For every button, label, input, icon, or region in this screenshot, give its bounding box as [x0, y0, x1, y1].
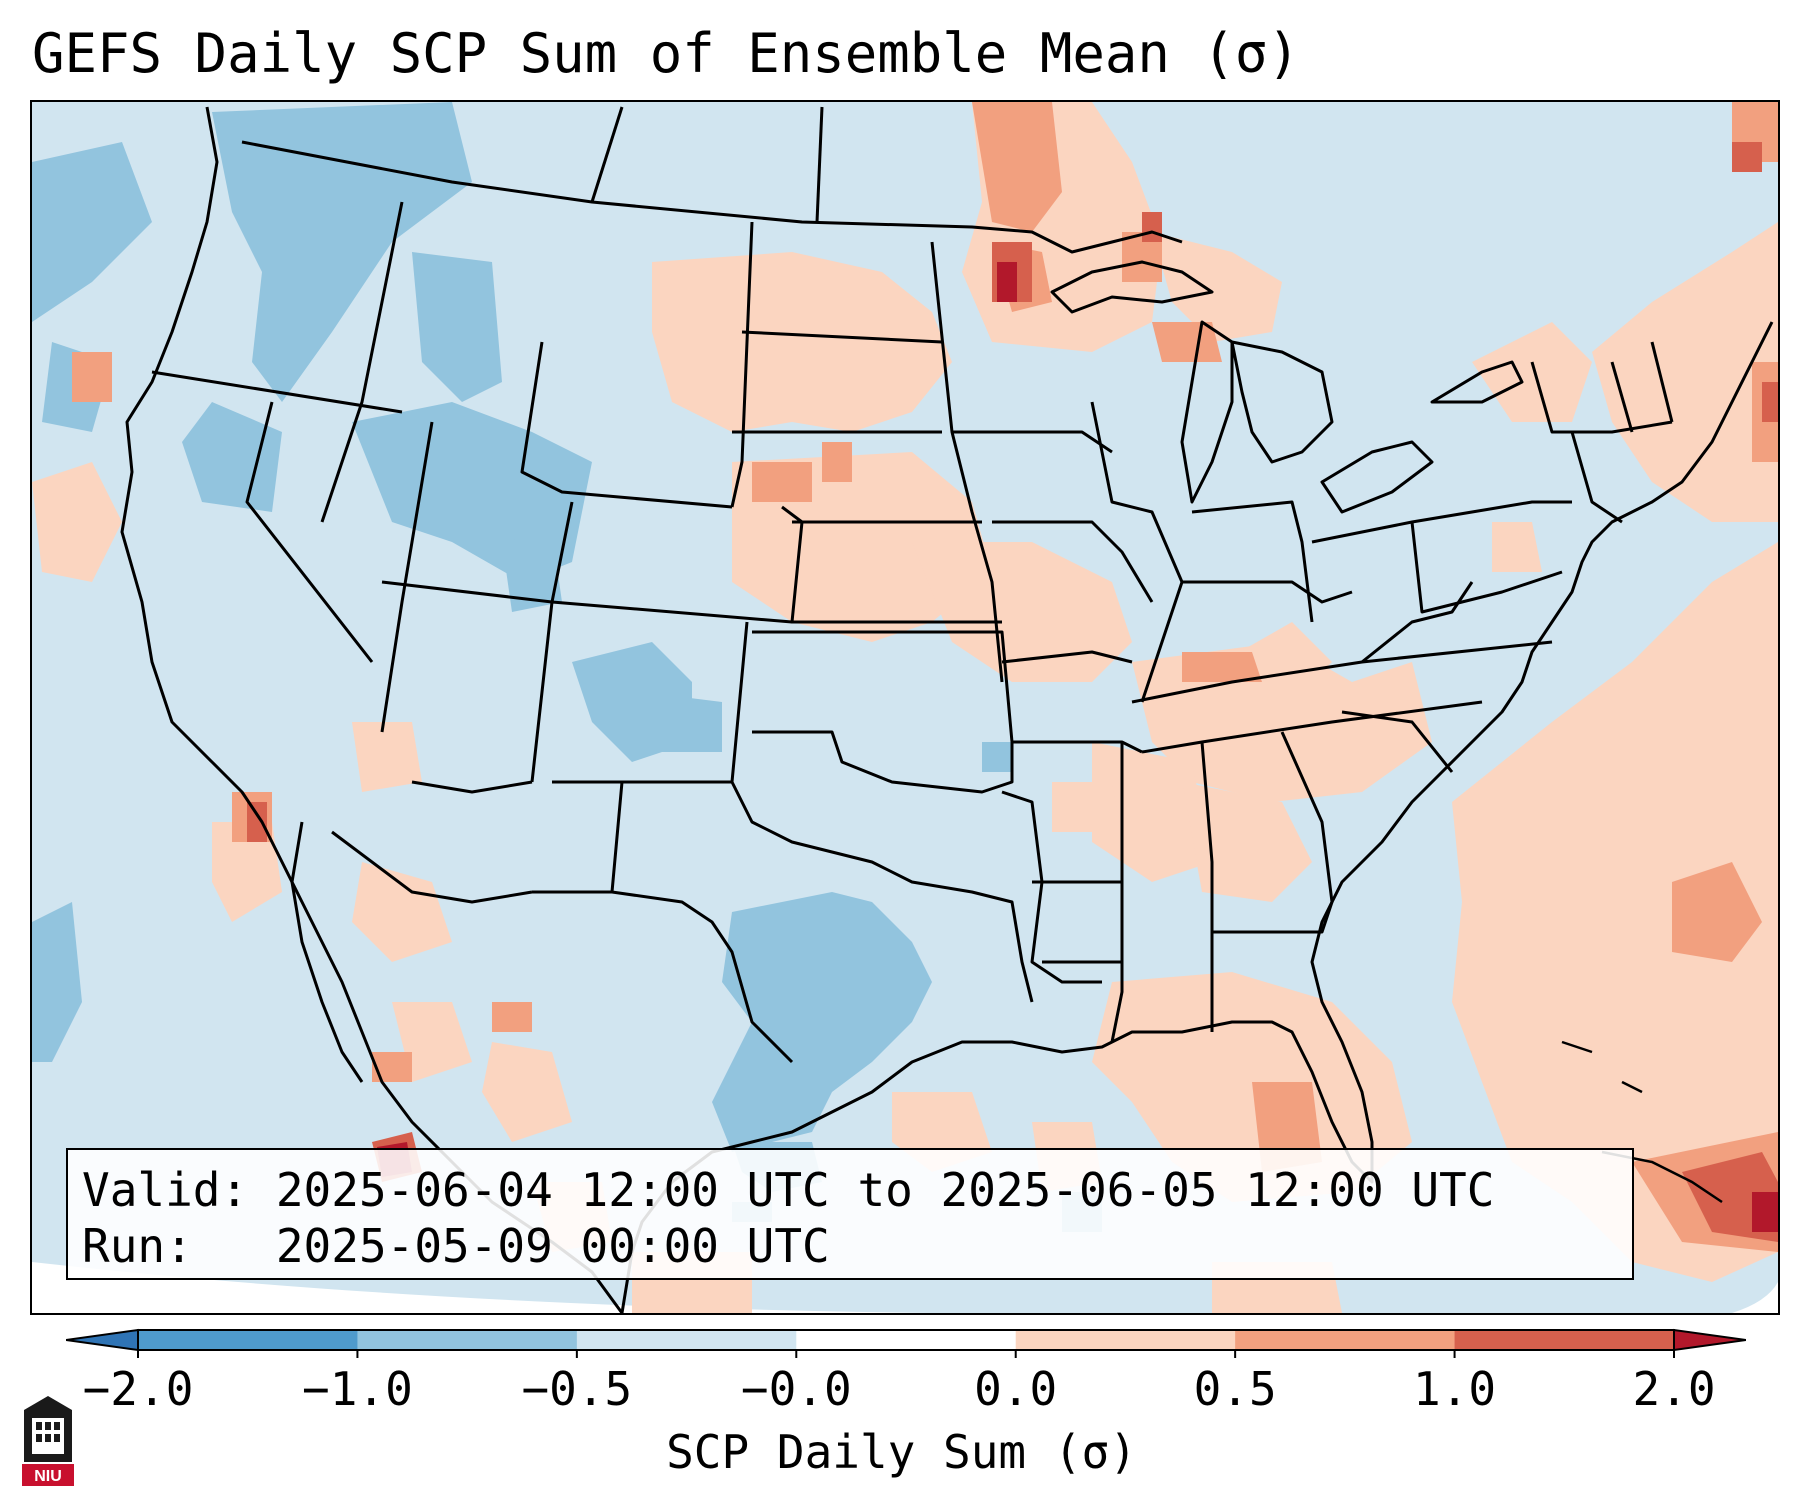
colorbar-tick-label: 0.0 — [974, 1362, 1058, 1416]
colorbar-tick-label: 0.5 — [1193, 1362, 1277, 1416]
colorbar-segment — [1235, 1330, 1456, 1350]
colorbar-segment — [576, 1330, 797, 1350]
colorbar-segment — [1454, 1330, 1675, 1350]
colorbar-tick-label: −2.0 — [82, 1362, 194, 1416]
colorbar-extend-high — [1673, 1328, 1746, 1352]
valid-time-text: Valid: 2025-06-04 12:00 UTC to 2025-06-0… — [82, 1163, 1495, 1217]
run-time-text: Run: 2025-05-09 00:00 UTC — [82, 1219, 830, 1273]
colorbar-extend-low — [66, 1328, 139, 1352]
colorbar-tick-label: −0.5 — [521, 1362, 633, 1416]
colorbar-tick-label: 2.0 — [1632, 1362, 1716, 1416]
colorbar-tick-label: 1.0 — [1413, 1362, 1497, 1416]
niu-logo: NIU — [20, 1392, 76, 1492]
valid-run-info-box: Valid: 2025-06-04 12:00 UTC to 2025-06-0… — [66, 1148, 1634, 1280]
colorbar-segments — [66, 1328, 1746, 1358]
projection-edge-left — [32, 1262, 932, 1313]
colorbar-segment — [1015, 1330, 1236, 1350]
chart-title: GEFS Daily SCP Sum of Ensemble Mean (σ) — [32, 22, 1300, 85]
map-svg — [32, 102, 1778, 1313]
colorbar-tick-label: −1.0 — [302, 1362, 413, 1416]
projection-edge-right — [1732, 1282, 1778, 1313]
colorbar-segment — [796, 1330, 1017, 1350]
colorbar-label: SCP Daily Sum (σ) — [666, 1425, 1137, 1479]
colorbar-segment — [357, 1330, 578, 1350]
colorbar — [66, 1328, 1746, 1358]
colorbar-segment — [138, 1330, 358, 1350]
boundaries — [120, 106, 1774, 1313]
colorbar-tick-label: −0.0 — [740, 1362, 852, 1416]
logo-text: NIU — [34, 1468, 62, 1485]
map-panel — [30, 100, 1780, 1315]
